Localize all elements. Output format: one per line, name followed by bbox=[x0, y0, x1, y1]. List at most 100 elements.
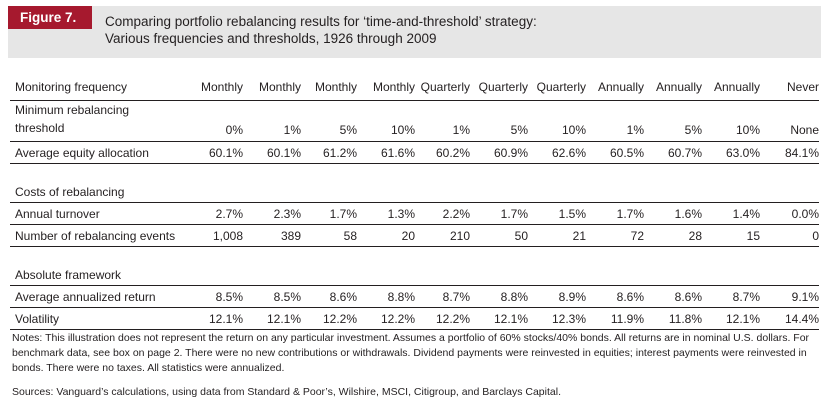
volatility-label: Volatility bbox=[10, 307, 185, 330]
return-cell: 8.6% bbox=[644, 285, 702, 308]
return-cell: 8.7% bbox=[415, 285, 470, 308]
events-cell: 58 bbox=[301, 224, 357, 247]
return-cell: 8.8% bbox=[357, 285, 415, 308]
threshold-cell: 10% bbox=[357, 100, 415, 142]
threshold-cell: 10% bbox=[702, 100, 760, 142]
events-cell: 1,008 bbox=[185, 224, 243, 247]
threshold-cell: None bbox=[760, 100, 819, 142]
volatility-cell: 12.2% bbox=[357, 307, 415, 330]
frequency-cell: Monthly bbox=[301, 73, 357, 101]
turnover-row: Annual turnover 2.7% 2.3% 1.7% 1.3% 2.2%… bbox=[10, 202, 819, 225]
frequency-cell: Monthly bbox=[243, 73, 301, 101]
return-cell: 8.5% bbox=[185, 285, 243, 308]
return-cell: 8.8% bbox=[470, 285, 528, 308]
frequency-cell: Quarterly bbox=[528, 73, 586, 101]
equity-cell: 84.1% bbox=[760, 141, 819, 164]
figure-title-line2: Various frequencies and thresholds, 1926… bbox=[105, 31, 437, 46]
spacer-row bbox=[10, 164, 819, 183]
threshold-label-line2: threshold bbox=[15, 121, 65, 135]
turnover-cell: 0.0% bbox=[760, 202, 819, 225]
return-cell: 8.6% bbox=[586, 285, 644, 308]
volatility-cell: 11.9% bbox=[586, 307, 644, 330]
events-cell: 15 bbox=[702, 224, 760, 247]
return-label: Average annualized return bbox=[10, 285, 185, 308]
frequency-cell: Monthly bbox=[185, 73, 243, 101]
costs-heading-row: Costs of rebalancing bbox=[10, 182, 819, 203]
threshold-cell: 5% bbox=[644, 100, 702, 142]
return-cell: 8.7% bbox=[702, 285, 760, 308]
turnover-cell: 1.4% bbox=[702, 202, 760, 225]
volatility-cell: 12.1% bbox=[243, 307, 301, 330]
threshold-cell: 5% bbox=[470, 100, 528, 142]
return-cell: 8.5% bbox=[243, 285, 301, 308]
frequency-cell: Annually bbox=[586, 73, 644, 101]
frequency-cell: Quarterly bbox=[470, 73, 528, 101]
equity-cell: 60.2% bbox=[415, 141, 470, 164]
figure-header bbox=[8, 6, 821, 58]
volatility-cell: 14.4% bbox=[760, 307, 819, 330]
events-cell: 210 bbox=[415, 224, 470, 247]
turnover-cell: 2.7% bbox=[185, 202, 243, 225]
events-row: Number of rebalancing events 1,008 389 5… bbox=[10, 224, 819, 247]
volatility-cell: 12.1% bbox=[470, 307, 528, 330]
return-cell: 8.6% bbox=[301, 285, 357, 308]
rebalancing-table: Monitoring frequency Monthly Monthly Mon… bbox=[10, 73, 819, 330]
turnover-cell: 1.7% bbox=[586, 202, 644, 225]
equity-cell: 61.2% bbox=[301, 141, 357, 164]
frequency-cell: Never bbox=[760, 73, 819, 101]
threshold-row: Minimum rebalancing threshold 0% 1% 5% 1… bbox=[10, 100, 819, 142]
figure-title: Comparing portfolio rebalancing results … bbox=[105, 13, 537, 47]
volatility-cell: 11.8% bbox=[644, 307, 702, 330]
threshold-label: Minimum rebalancing threshold bbox=[10, 100, 185, 142]
threshold-cell: 1% bbox=[586, 100, 644, 142]
return-cell: 8.9% bbox=[528, 285, 586, 308]
volatility-cell: 12.1% bbox=[702, 307, 760, 330]
threshold-cell: 10% bbox=[528, 100, 586, 142]
frequency-row: Monitoring frequency Monthly Monthly Mon… bbox=[10, 73, 819, 101]
return-row: Average annualized return 8.5% 8.5% 8.6%… bbox=[10, 285, 819, 308]
equity-cell: 62.6% bbox=[528, 141, 586, 164]
threshold-cell: 5% bbox=[301, 100, 357, 142]
volatility-cell: 12.2% bbox=[415, 307, 470, 330]
volatility-row: Volatility 12.1% 12.1% 12.2% 12.2% 12.2%… bbox=[10, 307, 819, 330]
events-label: Number of rebalancing events bbox=[10, 224, 185, 247]
equity-label: Average equity allocation bbox=[10, 141, 185, 164]
turnover-cell: 2.2% bbox=[415, 202, 470, 225]
volatility-cell: 12.3% bbox=[528, 307, 586, 330]
turnover-cell: 1.3% bbox=[357, 202, 415, 225]
frequency-cell: Annually bbox=[644, 73, 702, 101]
equity-row: Average equity allocation 60.1% 60.1% 61… bbox=[10, 141, 819, 164]
turnover-cell: 1.7% bbox=[301, 202, 357, 225]
events-cell: 389 bbox=[243, 224, 301, 247]
events-cell: 0 bbox=[760, 224, 819, 247]
events-cell: 72 bbox=[586, 224, 644, 247]
threshold-cell: 1% bbox=[243, 100, 301, 142]
threshold-cell: 1% bbox=[415, 100, 470, 142]
events-cell: 28 bbox=[644, 224, 702, 247]
figure-title-line1: Comparing portfolio rebalancing results … bbox=[105, 14, 537, 29]
frequency-cell: Annually bbox=[702, 73, 760, 101]
equity-cell: 60.7% bbox=[644, 141, 702, 164]
turnover-cell: 1.6% bbox=[644, 202, 702, 225]
absolute-heading-row: Absolute framework bbox=[10, 265, 819, 286]
equity-cell: 60.1% bbox=[243, 141, 301, 164]
turnover-label: Annual turnover bbox=[10, 202, 185, 225]
turnover-cell: 2.3% bbox=[243, 202, 301, 225]
events-cell: 20 bbox=[357, 224, 415, 247]
volatility-cell: 12.1% bbox=[185, 307, 243, 330]
monitoring-frequency-label: Monitoring frequency bbox=[10, 73, 185, 101]
frequency-cell: Monthly bbox=[357, 73, 415, 101]
events-cell: 21 bbox=[528, 224, 586, 247]
equity-cell: 60.1% bbox=[185, 141, 243, 164]
table-sources: Sources: Vanguard’s calculations, using … bbox=[12, 386, 561, 398]
return-cell: 9.1% bbox=[760, 285, 819, 308]
equity-cell: 61.6% bbox=[357, 141, 415, 164]
volatility-cell: 12.2% bbox=[301, 307, 357, 330]
turnover-cell: 1.5% bbox=[528, 202, 586, 225]
costs-heading: Costs of rebalancing bbox=[10, 182, 819, 203]
absolute-heading: Absolute framework bbox=[10, 265, 819, 286]
spacer-row bbox=[10, 247, 819, 266]
threshold-cell: 0% bbox=[185, 100, 243, 142]
figure-label: Figure 7. bbox=[8, 6, 92, 29]
table-notes: Notes: This illustration does not repres… bbox=[12, 332, 810, 374]
